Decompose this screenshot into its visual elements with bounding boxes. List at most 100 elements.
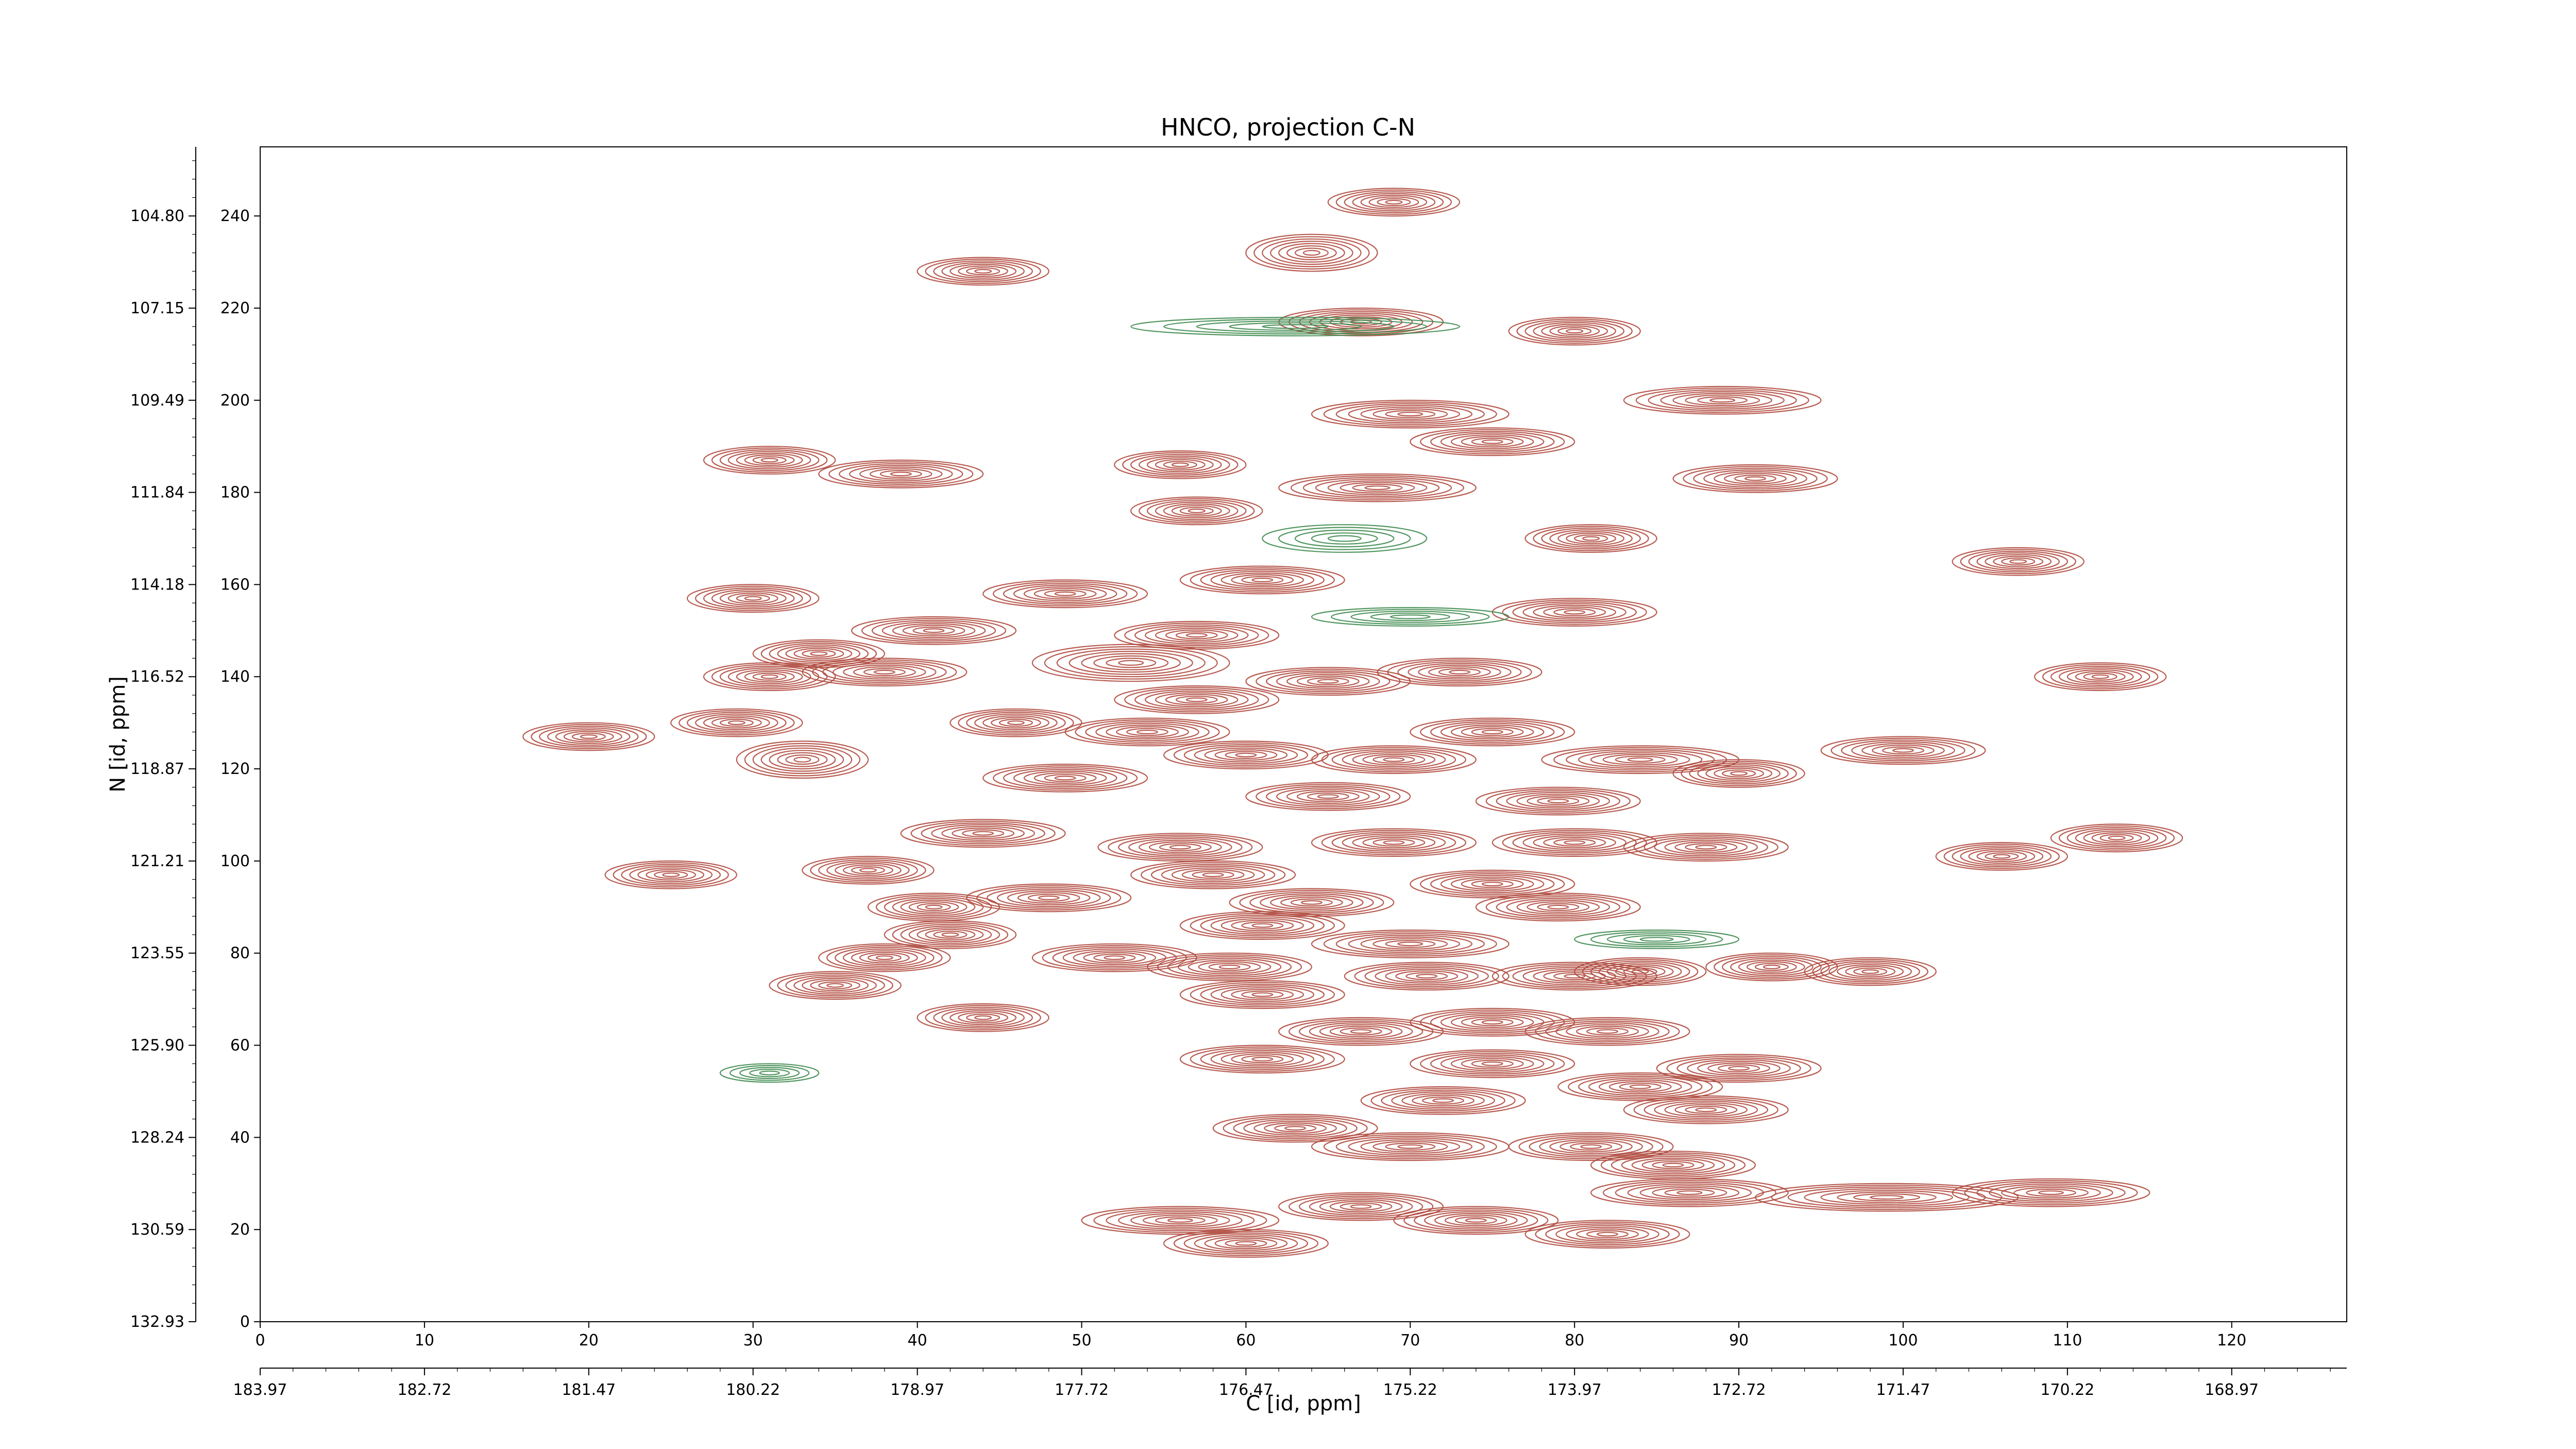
contour-level <box>1485 894 1631 920</box>
contour-level <box>1342 750 1446 769</box>
contour-level <box>1165 694 1228 706</box>
contour-peak <box>1130 316 1461 336</box>
contour-level <box>1578 1075 1703 1098</box>
contour-level <box>1676 1057 1801 1080</box>
contour-level <box>1728 1066 1750 1071</box>
contour-level <box>1633 1097 1778 1123</box>
contour-level <box>604 860 737 889</box>
contour-peak <box>1311 745 1477 774</box>
contour-level <box>1541 324 1608 339</box>
contour-peak <box>851 616 1016 645</box>
contour-level <box>1527 795 1590 807</box>
contour-level <box>727 592 778 604</box>
contour-level <box>1397 661 1522 683</box>
contour-level <box>1106 658 1157 668</box>
contour-level <box>1372 408 1448 420</box>
contour-level <box>1296 790 1360 802</box>
contour-peak <box>1492 598 1657 627</box>
contour-level <box>1146 500 1247 522</box>
x-index-tick-label: 30 <box>743 1332 763 1350</box>
contour-level <box>752 456 787 464</box>
x-ppm-tick-label: 182.72 <box>397 1381 451 1399</box>
contour-level <box>1352 835 1436 850</box>
contour-level <box>719 718 754 727</box>
contour-peak <box>1327 188 1461 217</box>
contour-level <box>1615 966 1666 978</box>
contour-level <box>1685 394 1760 407</box>
contour-level <box>1163 1229 1329 1258</box>
contour-level <box>1231 1053 1294 1065</box>
contour-peak <box>1179 980 1345 1009</box>
contour-peak <box>703 662 836 692</box>
contour-peak <box>1360 1086 1526 1115</box>
contour-level <box>1602 753 1678 766</box>
contour-peak <box>1179 1044 1345 1074</box>
contour-level <box>1471 437 1514 446</box>
contour-level <box>1327 188 1461 217</box>
contour-level <box>1430 1053 1555 1075</box>
contour-level <box>1410 1007 1575 1037</box>
contour-level <box>818 981 853 990</box>
contour-level <box>793 648 844 660</box>
contour-level <box>1641 1159 1705 1171</box>
contour-level <box>1044 774 1087 782</box>
contour-level <box>810 980 860 991</box>
contour-peak <box>982 579 1148 609</box>
contour-level <box>1804 1188 1970 1207</box>
contour-peak <box>1623 833 1789 862</box>
contour-level <box>1535 1221 1680 1247</box>
contour-level <box>1165 629 1228 642</box>
y-ppm-tick-label: 121.21 <box>130 852 184 870</box>
contour-level <box>1038 895 1060 900</box>
contour-level <box>1853 967 1888 976</box>
contour-level <box>1210 1050 1315 1069</box>
contour-level <box>2083 672 2117 681</box>
contour-level <box>1845 966 1896 978</box>
contour-level <box>986 887 1111 909</box>
contour-level <box>1408 663 1512 682</box>
contour-level <box>1163 503 1230 518</box>
contour-level <box>1003 767 1128 789</box>
contour-level <box>1557 327 1592 335</box>
contour-level <box>1251 1056 1274 1062</box>
contour-level <box>1108 834 1253 860</box>
contour-level <box>908 925 992 944</box>
contour-level <box>993 581 1138 606</box>
contour-level <box>1598 1079 1682 1094</box>
contour-level <box>812 659 957 685</box>
contour-level <box>2038 1190 2064 1195</box>
contour-peak <box>1475 892 1641 922</box>
contour-level <box>892 623 976 638</box>
y-index-tick-label: 100 <box>221 852 250 870</box>
contour-level <box>1245 667 1411 696</box>
contour-level <box>1676 1190 1703 1195</box>
contour-level <box>1327 535 1362 542</box>
contour-level <box>1210 916 1315 935</box>
contour-level <box>1031 644 1230 682</box>
contour-peak <box>1163 1229 1329 1258</box>
contour-level <box>1185 697 1208 702</box>
contour-level <box>1533 526 1649 551</box>
contour-peak <box>1524 524 1657 553</box>
contour-level <box>1278 243 1345 263</box>
contour-level <box>1590 752 1690 767</box>
contour-level <box>1586 1027 1629 1036</box>
contour-level <box>1323 401 1497 427</box>
contour-level <box>1722 769 1756 778</box>
contour-level <box>1307 677 1349 685</box>
contour-level <box>1608 1081 1672 1093</box>
contour-level <box>1243 1119 1347 1138</box>
contour-level <box>1623 1095 1789 1124</box>
contour-level <box>958 1012 1008 1024</box>
contour-level <box>1952 1178 2150 1207</box>
contour-level <box>777 752 828 767</box>
contour-level <box>1286 789 1370 804</box>
y-ppm-tick-label: 118.87 <box>130 760 184 778</box>
y-axis-label: N [id, ppm] <box>106 676 130 793</box>
contour-level <box>580 734 598 739</box>
contour-peak <box>1163 740 1329 770</box>
contour-level <box>759 1070 780 1075</box>
contour-level <box>1323 1134 1497 1159</box>
x-index-tick-label: 0 <box>255 1332 265 1350</box>
contour-level <box>1385 968 1468 984</box>
